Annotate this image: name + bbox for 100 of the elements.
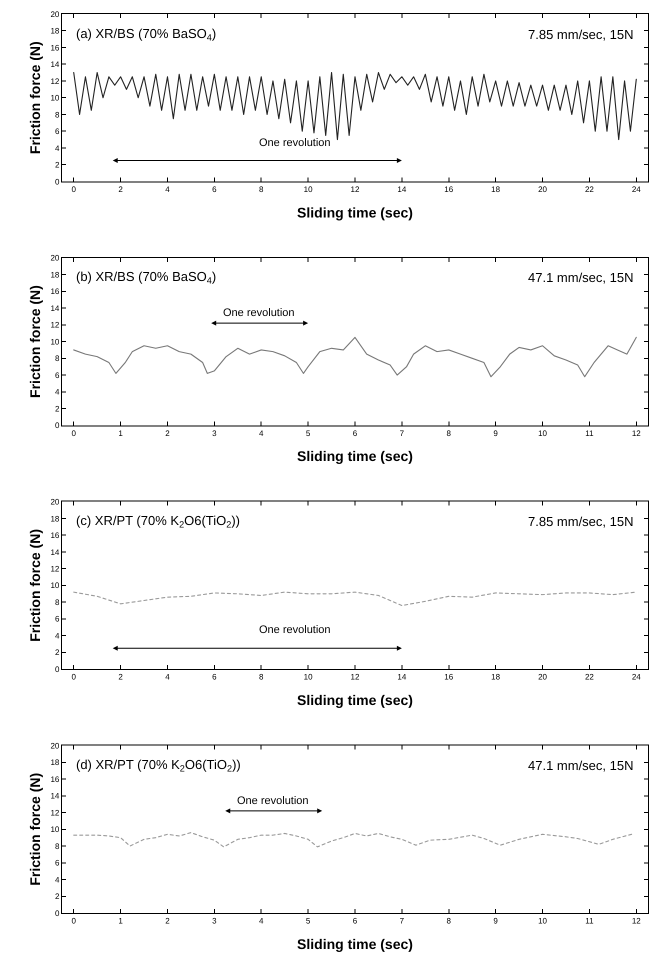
- annotation: 47.1 mm/sec, 15N: [528, 758, 634, 773]
- x-tick-label: 11: [585, 916, 594, 926]
- annotation: 47.1 mm/sec, 15N: [528, 270, 634, 285]
- annotation: (a) XR/BS (70% BaSO$_{4}$): [76, 26, 216, 43]
- y-tick-label: 4: [54, 631, 60, 640]
- y-tick-label: 8: [54, 110, 60, 120]
- x-tick-label: 14: [397, 672, 407, 682]
- y-tick-label: 20: [50, 254, 60, 263]
- y-tick-label: 0: [54, 421, 60, 430]
- x-tick-label: 12: [632, 428, 642, 438]
- y-tick-label: 20: [50, 741, 60, 750]
- x-tick-label: 8: [259, 672, 264, 682]
- x-tick-label: 7: [400, 916, 405, 926]
- y-tick-label: 2: [54, 892, 60, 902]
- y-axis-title: Friction force (N): [27, 772, 44, 886]
- x-tick-label: 6: [352, 428, 358, 438]
- y-tick-label: 0: [54, 177, 60, 186]
- x-tick-label: 16: [444, 185, 454, 194]
- y-tick-label: 10: [50, 825, 60, 834]
- y-axis-title: Friction force (N): [27, 41, 44, 154]
- annotation: One revolution: [259, 137, 331, 149]
- x-tick-label: 22: [584, 672, 594, 682]
- x-tick-label: 7: [400, 428, 405, 438]
- y-tick-label: 12: [50, 76, 60, 86]
- x-tick-label: 2: [165, 916, 170, 926]
- y-tick-label: 14: [50, 304, 60, 313]
- x-axis-title: Sliding time (sec): [297, 448, 413, 464]
- y-tick-label: 20: [50, 498, 60, 507]
- x-tick-label: 4: [165, 185, 170, 194]
- x-tick-label: 0: [71, 185, 76, 194]
- x-tick-label: 0: [71, 672, 76, 682]
- y-tick-label: 18: [50, 758, 60, 768]
- y-tick-label: 14: [50, 548, 60, 557]
- y-tick-label: 16: [50, 774, 60, 784]
- y-tick-label: 14: [50, 60, 60, 70]
- y-tick-label: 8: [54, 354, 60, 364]
- x-tick-label: 4: [165, 672, 170, 682]
- x-tick-label: 22: [584, 185, 594, 194]
- x-tick-label: 20: [538, 672, 548, 682]
- y-tick-label: 4: [54, 875, 60, 884]
- annotation: (b) XR/BS (70% BaSO$_{4}$): [76, 269, 216, 286]
- x-axis-title: Sliding time (sec): [297, 692, 413, 708]
- annotation: One revolution: [223, 307, 295, 319]
- annotation: 7.85 mm/sec, 15N: [528, 27, 634, 42]
- x-tick-label: 2: [165, 428, 170, 438]
- x-tick-label: 4: [259, 428, 264, 438]
- x-tick-label: 11: [585, 428, 594, 438]
- y-tick-label: 18: [50, 270, 60, 280]
- x-tick-label: 6: [352, 916, 358, 926]
- x-tick-label: 6: [212, 185, 218, 194]
- y-tick-label: 4: [54, 144, 60, 153]
- x-axis-title: Sliding time (sec): [297, 204, 413, 220]
- y-tick-label: 0: [54, 908, 60, 918]
- y-tick-label: 16: [50, 530, 60, 540]
- x-tick-label: 9: [493, 428, 498, 438]
- annotation: (d) XR/PT (70% K$_{2}$O6(TiO$_{2}$)): [76, 757, 241, 774]
- x-tick-label: 3: [212, 428, 218, 438]
- x-tick-label: 14: [397, 185, 407, 194]
- y-tick-label: 8: [54, 842, 60, 851]
- y-tick-label: 6: [54, 127, 60, 136]
- y-tick-label: 14: [50, 792, 60, 801]
- x-tick-label: 4: [259, 916, 264, 926]
- y-tick-label: 12: [50, 564, 60, 574]
- y-tick-label: 20: [50, 10, 60, 19]
- x-tick-label: 9: [493, 916, 498, 926]
- x-tick-label: 10: [304, 185, 314, 194]
- annotation: 7.85 mm/sec, 15N: [528, 514, 634, 529]
- y-axis-title: Friction force (N): [27, 529, 44, 642]
- y-tick-label: 2: [54, 160, 60, 170]
- y-tick-label: 12: [50, 808, 60, 818]
- y-tick-label: 12: [50, 320, 60, 330]
- y-tick-label: 6: [54, 614, 60, 624]
- line-series: [73, 832, 632, 848]
- x-tick-label: 5: [306, 428, 311, 438]
- x-tick-label: 12: [632, 916, 642, 926]
- y-tick-label: 2: [54, 404, 60, 414]
- y-axis-title: Friction force (N): [27, 285, 44, 398]
- x-tick-label: 24: [632, 185, 642, 194]
- x-tick-label: 8: [446, 916, 452, 926]
- x-tick-label: 10: [538, 428, 548, 438]
- y-tick-label: 10: [50, 337, 60, 346]
- x-tick-label: 20: [538, 185, 548, 194]
- x-tick-label: 2: [118, 672, 124, 682]
- x-tick-label: 3: [212, 916, 218, 926]
- x-tick-label: 24: [632, 672, 642, 682]
- y-tick-label: 10: [50, 94, 60, 103]
- x-axis-title: Sliding time (sec): [297, 936, 413, 952]
- x-tick-label: 6: [212, 672, 218, 682]
- x-tick-label: 1: [118, 428, 124, 438]
- x-tick-label: 18: [491, 672, 501, 682]
- line-series: [73, 592, 637, 606]
- annotation: One revolution: [259, 624, 331, 636]
- y-tick-label: 16: [50, 287, 60, 296]
- y-tick-label: 18: [50, 514, 60, 524]
- x-tick-label: 18: [491, 185, 501, 194]
- y-tick-label: 18: [50, 26, 60, 36]
- x-tick-label: 0: [71, 916, 76, 926]
- x-tick-label: 0: [71, 428, 76, 438]
- annotation: One revolution: [237, 795, 309, 807]
- x-tick-label: 8: [446, 428, 452, 438]
